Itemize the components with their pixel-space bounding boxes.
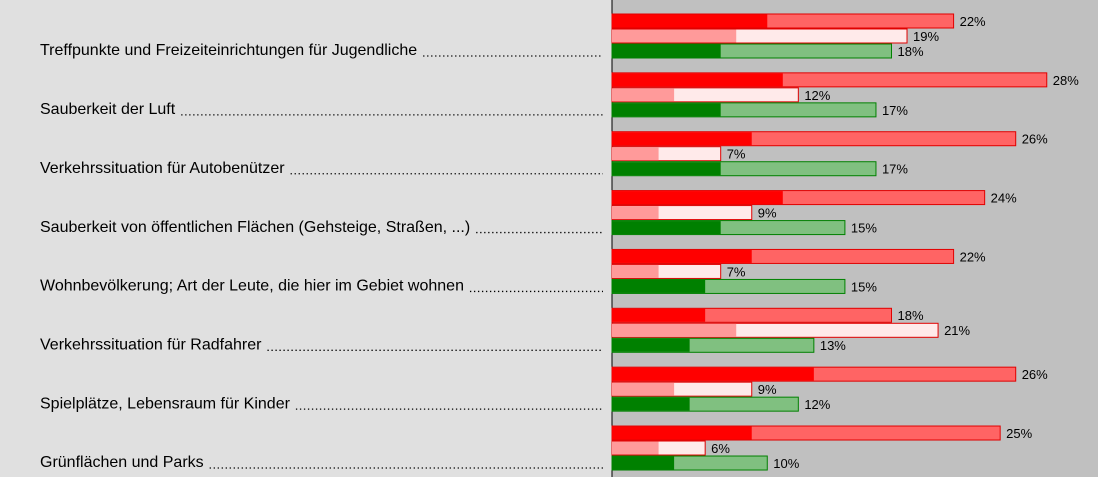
bar-inner	[612, 14, 768, 28]
value-label: 10%	[773, 456, 799, 471]
bar-inner	[612, 397, 690, 411]
bar-inner	[612, 147, 659, 161]
value-label: 22%	[960, 249, 986, 264]
value-label: 28%	[1053, 73, 1079, 88]
bar-inner	[612, 264, 659, 278]
value-label: 15%	[851, 279, 877, 294]
value-label: 7%	[727, 147, 746, 162]
value-label: 12%	[804, 88, 830, 103]
value-label: 19%	[913, 29, 939, 44]
category-label: Grünflächen und Parks	[40, 454, 204, 471]
category-label: Spielplätze, Lebensraum für Kinder	[40, 395, 291, 412]
value-label: 24%	[991, 191, 1017, 206]
bar-inner	[612, 206, 659, 220]
category-label: Sauberkeit der Luft	[40, 101, 176, 118]
category-label: Treffpunkte und Freizeiteinrichtungen fü…	[40, 42, 417, 59]
value-label: 17%	[882, 103, 908, 118]
category-label: Verkehrssituation für Radfahrer	[40, 337, 262, 354]
value-label: 6%	[711, 441, 730, 456]
bar-inner	[612, 426, 752, 440]
category-label: Verkehrssituation für Autobenützer	[40, 160, 285, 177]
bar-inner	[612, 132, 752, 146]
bar-inner	[612, 323, 737, 337]
value-label: 18%	[897, 308, 923, 323]
category-label: Wohnbevölkerung; Art der Leute, die hier…	[40, 278, 464, 295]
bar-inner	[612, 191, 783, 205]
bar-inner	[612, 338, 690, 352]
bar-inner	[612, 456, 675, 470]
bar-inner	[612, 29, 737, 43]
bar-inner	[612, 73, 783, 87]
value-label: 26%	[1022, 132, 1048, 147]
bar-inner	[612, 44, 721, 58]
value-label: 12%	[804, 397, 830, 412]
value-label: 25%	[1006, 426, 1032, 441]
value-label: 21%	[944, 323, 970, 338]
value-label: 9%	[758, 206, 777, 221]
category-label: Sauberkeit von öffentlichen Flächen (Geh…	[40, 219, 470, 236]
bar-inner	[612, 279, 706, 293]
value-label: 26%	[1022, 367, 1048, 382]
bar-inner	[612, 441, 659, 455]
bar-inner	[612, 249, 752, 263]
bar-inner	[612, 103, 721, 117]
bar-inner	[612, 221, 721, 235]
value-label: 18%	[897, 44, 923, 59]
value-label: 15%	[851, 221, 877, 236]
value-label: 22%	[960, 14, 986, 29]
value-label: 17%	[882, 162, 908, 177]
value-label: 9%	[758, 382, 777, 397]
bar-inner	[612, 308, 706, 322]
bar-inner	[612, 382, 675, 396]
bar-inner	[612, 162, 721, 176]
value-label: 7%	[727, 264, 746, 279]
bar-inner	[612, 88, 675, 102]
value-label: 13%	[820, 338, 846, 353]
bar-inner	[612, 367, 814, 381]
